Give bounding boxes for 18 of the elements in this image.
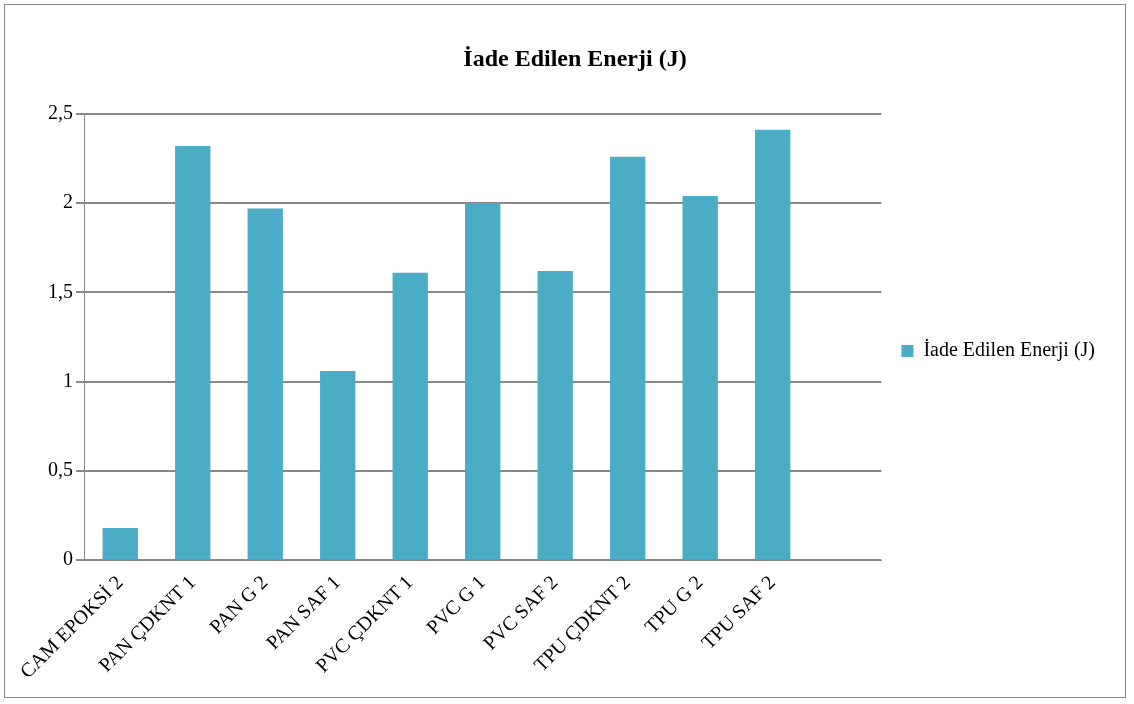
chart-title: İade Edilen Enerji (J): [463, 44, 687, 71]
bar: [392, 272, 428, 560]
bar: [465, 203, 501, 560]
bar: [755, 129, 791, 560]
y-tick-label: 2,5: [48, 101, 73, 124]
y-tick-label: 1: [63, 368, 73, 391]
bar: [320, 370, 356, 560]
y-tick-label: 2: [63, 190, 73, 213]
bar: [175, 145, 211, 560]
legend-label: İade Edilen Enerji (J): [923, 338, 1095, 362]
y-tick-label: 1,5: [48, 279, 73, 302]
y-tick-label: 0,5: [48, 458, 73, 481]
bar: [610, 156, 646, 560]
bar: [247, 208, 283, 560]
bar: [537, 270, 573, 560]
bar: [682, 195, 718, 560]
bar: [102, 528, 138, 560]
y-tick-label: 0: [63, 547, 73, 570]
